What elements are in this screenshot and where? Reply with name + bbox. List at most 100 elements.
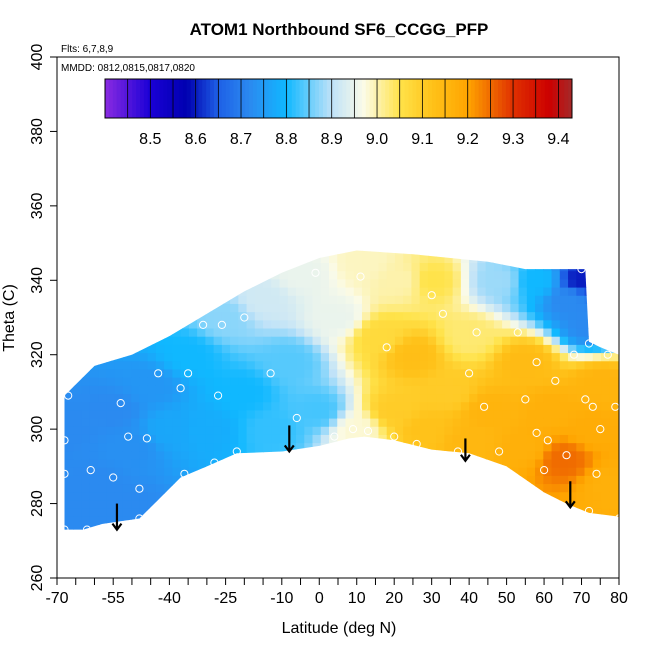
heatmap-cell (411, 327, 421, 337)
heatmap-cell (361, 467, 371, 476)
heatmap-cell (609, 401, 619, 411)
heatmap-cell (73, 278, 83, 288)
heatmap-cell (312, 508, 322, 517)
heatmap-cell (427, 377, 437, 386)
heatmap-cell (403, 303, 413, 313)
colorbar-segment (494, 79, 499, 118)
heatmap-cell (147, 442, 157, 452)
heatmap-cell (609, 295, 619, 304)
heatmap-cell (320, 434, 330, 444)
heatmap-cell (139, 409, 149, 419)
heatmap-cell (477, 533, 486, 542)
heatmap-cell (296, 336, 305, 345)
heatmap-cell (81, 352, 91, 362)
heatmap-cell (353, 524, 363, 530)
heatmap-cell (312, 286, 322, 296)
heatmap-cell (73, 254, 83, 264)
heatmap-cell (81, 458, 91, 468)
heatmap-cell (89, 286, 99, 296)
heatmap-cell (296, 426, 305, 435)
heatmap-cell (535, 352, 544, 362)
heatmap-cell (106, 311, 116, 321)
heatmap-cell (551, 393, 561, 403)
heatmap-cell (197, 311, 206, 321)
heatmap-cell (584, 344, 594, 354)
heatmap-cell (139, 475, 149, 485)
heatmap-cell (147, 524, 157, 530)
heatmap-cell (114, 336, 124, 345)
heatmap-cell (287, 409, 297, 419)
heatmap-cell (271, 417, 281, 427)
heatmap-cell (411, 344, 421, 354)
heatmap-cell (180, 352, 190, 362)
heatmap-cell (609, 426, 619, 435)
heatmap-cell (617, 442, 619, 452)
heatmap-cell (370, 533, 379, 542)
heatmap-cell (485, 475, 495, 485)
heatmap-cell (131, 311, 141, 321)
heatmap-cell (81, 508, 91, 517)
heatmap-cell (485, 360, 495, 370)
heatmap-cell (73, 475, 83, 485)
heatmap-cell (246, 524, 256, 530)
heatmap-cell (296, 250, 305, 255)
heatmap-cell (386, 524, 396, 530)
heatmap-cell (139, 417, 149, 427)
heatmap-cell (238, 238, 247, 247)
heatmap-cell (122, 278, 132, 288)
heatmap-cell (180, 409, 190, 419)
heatmap-cell (213, 250, 223, 255)
heatmap-cell (419, 401, 429, 411)
heatmap-cell (584, 327, 594, 337)
heatmap-cell (263, 499, 272, 509)
colorbar-segment (280, 79, 285, 118)
heatmap-cell (568, 368, 577, 378)
heatmap-cell (353, 303, 363, 313)
heatmap-cell (238, 426, 248, 435)
heatmap-cell (427, 524, 437, 530)
heatmap-cell (477, 352, 487, 362)
heatmap-cell (64, 319, 66, 329)
heatmap-cell (460, 327, 470, 337)
heatmap-cell (213, 377, 223, 386)
heatmap-cell (601, 327, 610, 337)
heatmap-cell (205, 491, 215, 501)
heatmap-cell (411, 409, 421, 419)
heatmap-cell (411, 286, 421, 296)
heatmap-cell (378, 385, 388, 395)
heatmap-cell (601, 286, 610, 296)
heatmap-cell (460, 254, 470, 264)
heatmap-cell (329, 295, 338, 304)
heatmap-cell (609, 352, 619, 362)
heatmap-cell (419, 508, 429, 517)
heatmap-cell (469, 360, 478, 370)
heatmap-cell (452, 352, 462, 362)
heatmap-cell (485, 368, 495, 378)
heatmap-cell (320, 270, 330, 280)
heatmap-cell (304, 278, 314, 288)
heatmap-cell (559, 385, 569, 395)
heatmap-cell (155, 475, 165, 485)
heatmap-cell (131, 344, 141, 354)
colorbar-segment (521, 79, 526, 118)
heatmap-cell (609, 475, 619, 485)
heatmap-cell (64, 442, 66, 452)
heatmap-cell (271, 533, 280, 542)
heatmap-cell (271, 368, 281, 378)
heatmap-cell (263, 450, 272, 460)
heatmap-cell (559, 262, 569, 272)
heatmap-cell (131, 327, 141, 337)
heatmap-cell (188, 377, 198, 386)
heatmap-cell (172, 516, 182, 526)
heatmap-cell (164, 401, 173, 411)
heatmap-cell (452, 377, 462, 386)
heatmap-cell (73, 352, 83, 362)
heatmap-cell (617, 385, 619, 395)
heatmap-cell (197, 393, 206, 403)
heatmap-cell (370, 426, 380, 435)
heatmap-cell (304, 311, 314, 321)
heatmap-cell (304, 475, 314, 485)
heatmap-cell (502, 467, 511, 476)
heatmap-cell (337, 360, 347, 370)
heatmap-cell (551, 385, 561, 395)
